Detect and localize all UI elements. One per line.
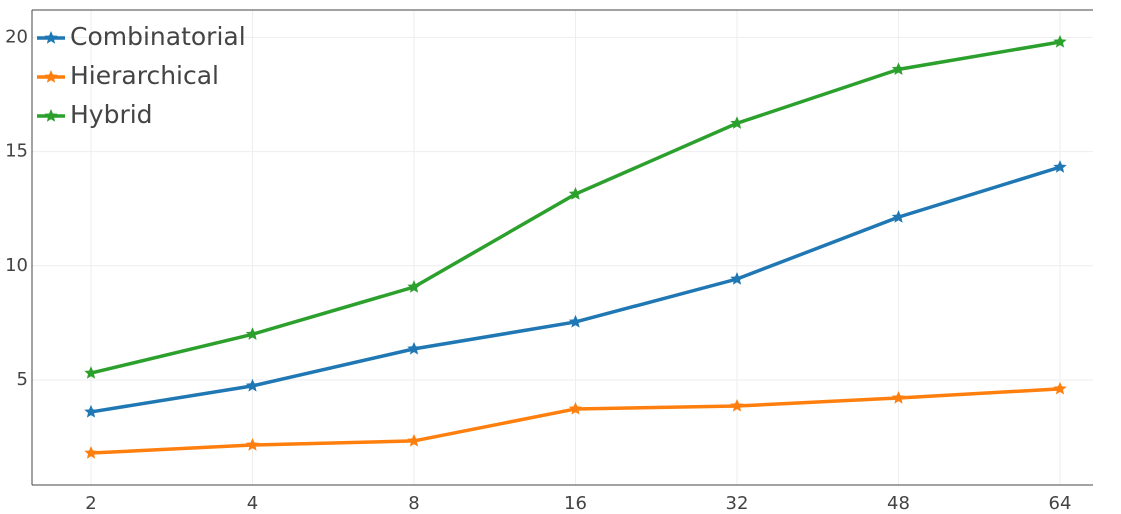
x-tick-label: 16 <box>564 493 587 514</box>
point-marker <box>407 341 421 355</box>
legend-label: Hybrid <box>70 100 153 129</box>
point-marker <box>245 438 260 451</box>
x-tick-label: 48 <box>887 493 910 514</box>
point-marker <box>245 327 260 340</box>
plot-area <box>32 10 1093 485</box>
point-marker <box>84 404 98 418</box>
point-marker <box>1053 160 1067 173</box>
point-marker <box>568 314 583 328</box>
point-marker <box>245 378 260 392</box>
point-marker <box>1053 381 1067 395</box>
legend-marker <box>44 31 58 44</box>
point-marker <box>730 399 744 412</box>
x-tick-label: 4 <box>247 493 258 514</box>
point-marker <box>730 116 744 129</box>
legend-label: Combinatorial <box>70 22 246 51</box>
point-marker <box>891 62 906 75</box>
point-marker <box>407 280 421 293</box>
point-marker <box>568 187 583 200</box>
y-tick-label: 20 <box>5 26 28 47</box>
y-tick-label: 10 <box>5 255 28 276</box>
point-marker <box>407 433 421 447</box>
x-tick-label: 8 <box>408 493 419 514</box>
point-marker <box>891 210 906 223</box>
x-tick-label: 64 <box>1049 493 1072 514</box>
point-marker <box>84 446 98 459</box>
point-marker <box>891 391 906 404</box>
legend-marker <box>44 70 58 83</box>
x-tick-label: 32 <box>726 493 749 514</box>
point-marker <box>568 402 583 415</box>
y-tick-label: 15 <box>5 141 28 162</box>
point-marker <box>84 366 98 379</box>
legend-marker <box>44 109 58 122</box>
point-marker <box>1053 35 1067 48</box>
y-tick-label: 5 <box>17 369 28 390</box>
legend-label: Hierarchical <box>70 61 219 90</box>
x-tick-label: 2 <box>85 493 96 514</box>
point-marker <box>730 272 744 285</box>
